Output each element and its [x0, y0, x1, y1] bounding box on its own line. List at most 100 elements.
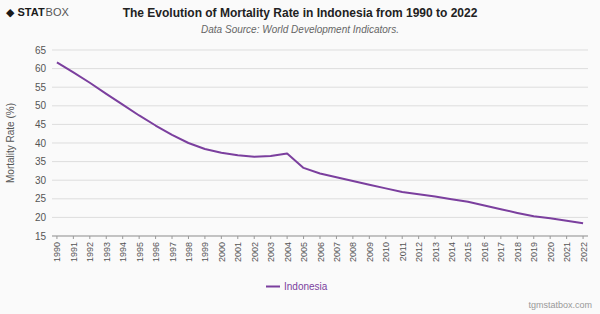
- x-tick: [172, 236, 173, 239]
- y-tick-label: 50: [35, 100, 47, 111]
- x-tick: [566, 236, 567, 239]
- y-tick-label: 30: [35, 175, 47, 186]
- y-tick-label: 55: [35, 82, 47, 93]
- grid-line: [52, 68, 588, 69]
- x-tick: [221, 236, 222, 239]
- y-tick-label: 25: [35, 193, 47, 204]
- x-tick: [352, 236, 353, 239]
- x-tick-label: 2010: [381, 242, 391, 262]
- x-tick: [533, 236, 534, 239]
- background: [0, 0, 600, 314]
- x-tick-label: 2002: [250, 242, 260, 262]
- x-tick-label: 2015: [463, 242, 473, 262]
- x-tick-label: 1991: [69, 242, 79, 262]
- grid-line: [52, 143, 588, 144]
- logo: BOX: [46, 6, 70, 18]
- x-tick-label: 2008: [348, 242, 358, 262]
- x-tick-label: 1998: [184, 242, 194, 262]
- grid-line: [52, 87, 588, 88]
- x-tick: [254, 236, 255, 239]
- x-tick-label: 2004: [283, 242, 293, 262]
- y-tick-label: 40: [35, 138, 47, 149]
- legend-label: Indonesia: [284, 281, 328, 292]
- x-tick-label: 2020: [546, 242, 556, 262]
- x-tick-label: 1990: [52, 242, 62, 262]
- x-tick: [451, 236, 452, 239]
- x-tick: [583, 236, 584, 239]
- x-tick: [188, 236, 189, 239]
- x-tick: [155, 236, 156, 239]
- x-tick: [106, 236, 107, 239]
- x-tick: [56, 236, 57, 239]
- x-tick-label: 2012: [414, 242, 424, 262]
- x-tick-label: 2005: [299, 242, 309, 262]
- title: The Evolution of Mortality Rate in Indon…: [123, 6, 478, 20]
- x-tick: [287, 236, 288, 239]
- x-tick: [204, 236, 205, 239]
- x-tick: [517, 236, 518, 239]
- logo: ◆ STAT: [6, 6, 45, 18]
- x-tick: [550, 236, 551, 239]
- watermark: tgmstatbox.com: [528, 300, 592, 310]
- grid-line: [52, 50, 588, 51]
- y-tick-label: 60: [35, 63, 47, 74]
- x-tick-label: 2014: [447, 242, 457, 262]
- x-tick-label: 1994: [118, 242, 128, 262]
- plot-area: [57, 62, 583, 223]
- grid-line: [52, 180, 588, 181]
- x-tick: [418, 236, 419, 239]
- x-tick-label: 2021: [562, 242, 572, 262]
- x-tick-label: 2016: [480, 242, 490, 262]
- x-tick: [369, 236, 370, 239]
- x-tick-label: 1996: [151, 242, 161, 262]
- x-tick-label: 2000: [217, 242, 227, 262]
- subtitle: Data Source: World Development Indicator…: [201, 24, 399, 35]
- x-tick-label: 2006: [316, 242, 326, 262]
- x-tick-label: 2018: [513, 242, 523, 262]
- y-tick-label: 15: [35, 231, 47, 242]
- chart: The Evolution of Mortality Rate in Indon…: [0, 0, 600, 314]
- x-tick: [435, 236, 436, 239]
- grid-line: [52, 105, 588, 106]
- grid-line: [52, 124, 588, 125]
- x-tick-label: 2003: [266, 242, 276, 262]
- x-tick-label: 2022: [579, 242, 589, 262]
- x-tick-label: 1999: [200, 242, 210, 262]
- x-tick: [89, 236, 90, 239]
- grid-line: [52, 161, 588, 162]
- x-tick-label: 2001: [233, 242, 243, 262]
- y-tick-label: 35: [35, 156, 47, 167]
- x-tick: [73, 236, 74, 239]
- x-tick: [139, 236, 140, 239]
- x-tick-label: 1992: [85, 242, 95, 262]
- line: [57, 62, 583, 223]
- x-tick: [402, 236, 403, 239]
- legend: Indonesia: [266, 281, 328, 292]
- y-tick-label: 20: [35, 212, 47, 223]
- x-tick-label: 2011: [398, 242, 408, 261]
- y-tick-label: 45: [35, 119, 47, 130]
- x-tick-label: 2017: [496, 242, 506, 262]
- x-tick-label: 2019: [529, 242, 539, 262]
- x-tick: [270, 236, 271, 239]
- x-tick: [122, 236, 123, 239]
- x-tick-label: 1993: [102, 242, 112, 262]
- x-tick-label: 2007: [332, 242, 342, 262]
- x-tick: [467, 236, 468, 239]
- y-tick-label: 65: [35, 45, 47, 56]
- x-tick: [336, 236, 337, 239]
- x-tick-label: 1997: [168, 242, 178, 262]
- grid-line: [52, 198, 588, 199]
- x-tick: [303, 236, 304, 239]
- grid-line: [52, 217, 588, 218]
- x-tick: [237, 236, 238, 239]
- x-tick: [385, 236, 386, 239]
- x-tick: [320, 236, 321, 239]
- x-tick-label: 2009: [365, 242, 375, 262]
- x-tick: [484, 236, 485, 239]
- x-tick: [500, 236, 501, 239]
- legend-swatch: [266, 286, 280, 288]
- x-tick-label: 2013: [431, 242, 441, 262]
- x-tick-label: 1995: [135, 242, 145, 262]
- y-axis-label: Mortality Rate (%): [5, 103, 16, 183]
